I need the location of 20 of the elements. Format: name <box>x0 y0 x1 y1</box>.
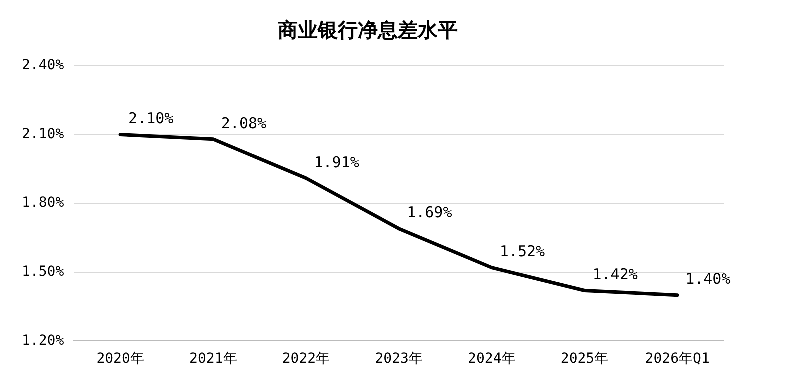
data-label: 2.08% <box>221 114 267 132</box>
data-label: 1.40% <box>686 270 731 288</box>
data-label: 1.91% <box>314 153 360 172</box>
y-tick-label: 1.80% <box>22 195 65 212</box>
data-label: 1.69% <box>407 204 452 222</box>
y-tick-label: 1.50% <box>22 264 65 280</box>
data-label: 2.10% <box>128 110 174 128</box>
x-tick-label: 2026年Q1 <box>645 351 710 368</box>
x-tick-label: 2022年 <box>282 351 330 368</box>
y-tick-label: 1.20% <box>22 332 65 349</box>
chart-title: 商业银行净息差水平 <box>277 18 458 42</box>
x-tick-label: 2025年 <box>560 351 609 368</box>
x-tick-label: 2023年 <box>375 351 423 368</box>
y-tick-label: 2.40% <box>22 58 65 74</box>
data-label: 1.52% <box>500 242 546 261</box>
data-label: 1.42% <box>592 266 638 284</box>
y-tick-label: 2.10% <box>22 126 65 142</box>
x-tick-label: 2021年 <box>190 351 238 368</box>
x-tick-label: 2024年 <box>468 351 516 368</box>
x-tick-label: 2020年 <box>96 351 144 368</box>
